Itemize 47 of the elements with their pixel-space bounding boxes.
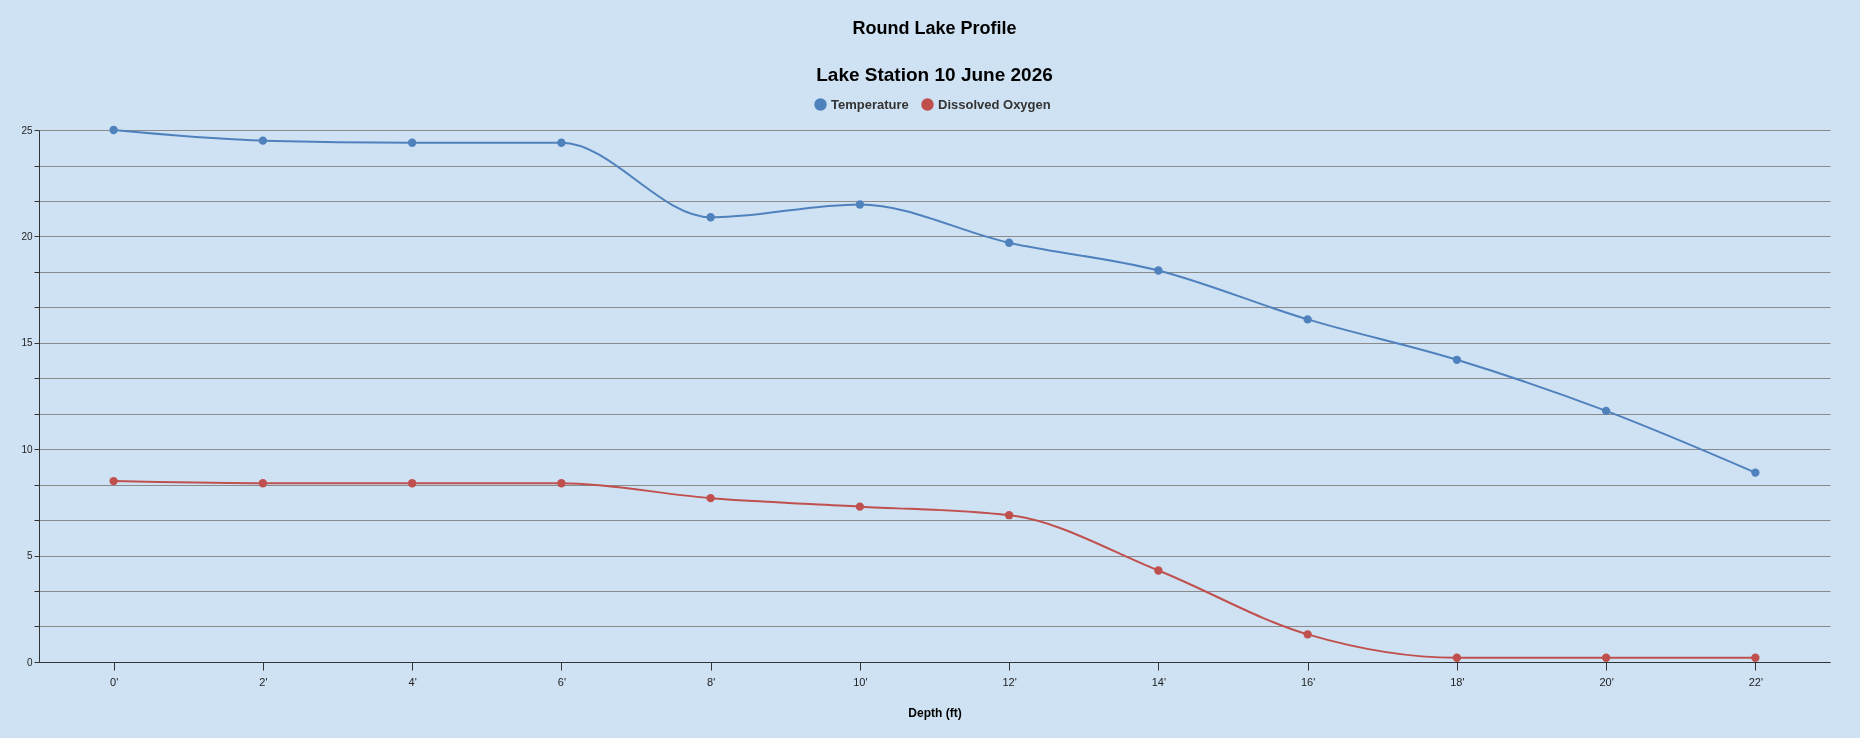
legend-label: Temperature [831, 96, 909, 112]
x-tick-label: 6' [557, 675, 566, 688]
y-tick-label: 5 [26, 550, 33, 562]
point [1452, 653, 1462, 662]
point [1452, 355, 1462, 364]
x-tick-label: 20' [1599, 675, 1614, 688]
y-tick-label: 25 [21, 124, 33, 136]
legend-label: Dissolved Oxygen [938, 96, 1051, 112]
x-tick-label: 10' [853, 675, 868, 688]
point [258, 136, 268, 145]
point [1751, 653, 1760, 662]
y-tick-label: 10 [21, 443, 33, 455]
point [1154, 566, 1163, 575]
point [407, 138, 417, 147]
y-tick-label: 15 [21, 337, 33, 349]
x-tick-label: 0' [110, 675, 119, 688]
chart-subtitle: Lake Station 10 June 2026 [816, 64, 1053, 85]
chart-title: Round Lake Profile [852, 18, 1017, 38]
point [1303, 630, 1312, 639]
point [855, 502, 865, 511]
point [1004, 510, 1014, 520]
point [1601, 653, 1611, 662]
point [855, 200, 865, 209]
y-tick-label: 0 [26, 656, 33, 668]
point [1601, 406, 1611, 416]
x-tick-label: 16' [1300, 675, 1316, 688]
x-tick-label: 14' [1151, 675, 1167, 688]
point [1154, 266, 1163, 275]
point [706, 493, 715, 503]
x-tick-label: 22' [1748, 675, 1764, 688]
x-tick-label: 8' [707, 675, 716, 688]
x-tick-label: 4' [408, 675, 417, 688]
point [1303, 315, 1312, 324]
x-tick-label: 2' [259, 675, 268, 688]
x-tick-label: 12' [1002, 675, 1017, 688]
x-tick-label: 18' [1450, 675, 1465, 688]
point [557, 138, 566, 147]
point [258, 479, 268, 488]
x-axis-title: Depth (ft) [908, 705, 962, 720]
point [109, 476, 118, 486]
y-tick-label: 20 [21, 230, 33, 242]
point [706, 213, 715, 222]
point [1004, 238, 1014, 247]
point [557, 479, 566, 488]
point [109, 125, 118, 135]
point [407, 479, 417, 488]
point [1751, 468, 1760, 477]
